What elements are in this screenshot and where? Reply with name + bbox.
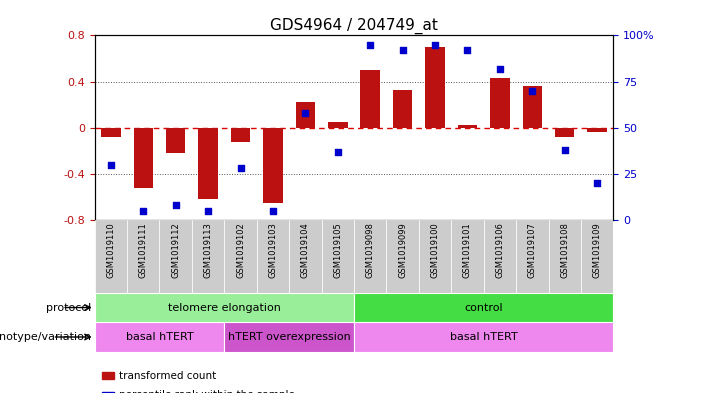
Point [494, 66, 505, 72]
Bar [198, 128, 218, 199]
Text: GSM1019100: GSM1019100 [430, 222, 440, 278]
Text: GSM1019099: GSM1019099 [398, 222, 407, 278]
Bar [166, 128, 185, 153]
Bar [549, 220, 581, 293]
Text: GSM1019108: GSM1019108 [560, 222, 569, 278]
Point [397, 47, 408, 53]
Point [332, 149, 343, 155]
Bar [393, 90, 412, 128]
Bar [192, 220, 224, 293]
Bar [95, 220, 127, 293]
Text: GSM1019106: GSM1019106 [496, 222, 505, 278]
Bar [451, 220, 484, 293]
Text: basal hTERT: basal hTERT [125, 332, 193, 342]
Bar [418, 220, 451, 293]
Text: control: control [464, 303, 503, 312]
Text: GSM1019109: GSM1019109 [592, 222, 601, 278]
Bar [101, 128, 121, 137]
Bar [231, 128, 250, 141]
Bar [160, 220, 192, 293]
Title: GDS4964 / 204749_at: GDS4964 / 204749_at [270, 18, 438, 34]
Text: GSM1019112: GSM1019112 [171, 222, 180, 278]
Bar [523, 86, 542, 128]
Bar [581, 220, 613, 293]
Text: telomere elongation: telomere elongation [168, 303, 281, 312]
Text: GSM1019105: GSM1019105 [333, 222, 342, 278]
Text: GSM1019101: GSM1019101 [463, 222, 472, 278]
Point [235, 165, 246, 171]
Point [365, 41, 376, 48]
Point [300, 110, 311, 116]
Bar [322, 220, 354, 293]
Bar [354, 220, 386, 293]
Bar [328, 122, 348, 128]
Point [267, 208, 278, 214]
Text: GSM1019111: GSM1019111 [139, 222, 148, 278]
Text: GSM1019104: GSM1019104 [301, 222, 310, 278]
Bar [490, 78, 510, 128]
Bar [360, 70, 380, 128]
Bar [484, 220, 516, 293]
Text: GSM1019110: GSM1019110 [107, 222, 116, 278]
Bar [264, 128, 283, 203]
Bar [354, 293, 613, 322]
Text: hTERT overexpression: hTERT overexpression [228, 332, 350, 342]
Point [137, 208, 149, 214]
Bar [426, 47, 444, 128]
Point [462, 47, 473, 53]
Bar [224, 322, 354, 352]
Bar [386, 220, 418, 293]
Text: GSM1019102: GSM1019102 [236, 222, 245, 278]
Bar [95, 322, 224, 352]
Text: transformed count: transformed count [119, 371, 217, 381]
Text: GSM1019107: GSM1019107 [528, 222, 537, 278]
Bar [555, 128, 575, 137]
Text: basal hTERT: basal hTERT [450, 332, 517, 342]
Point [430, 41, 441, 48]
Bar [354, 322, 613, 352]
Point [526, 88, 538, 94]
Point [170, 202, 182, 208]
Bar [257, 220, 290, 293]
Text: GSM1019098: GSM1019098 [366, 222, 375, 278]
Text: genotype/variation: genotype/variation [0, 332, 91, 342]
Bar [95, 293, 354, 322]
Bar [458, 125, 477, 128]
Text: protocol: protocol [46, 303, 91, 312]
Point [592, 180, 603, 186]
Bar [587, 128, 607, 132]
Bar [134, 128, 153, 188]
Point [105, 162, 116, 168]
Bar [296, 102, 315, 128]
Text: GSM1019103: GSM1019103 [268, 222, 278, 278]
Point [559, 147, 571, 153]
Bar [224, 220, 257, 293]
Text: percentile rank within the sample: percentile rank within the sample [119, 390, 295, 393]
Point [203, 208, 214, 214]
Bar [290, 220, 322, 293]
Text: GSM1019113: GSM1019113 [203, 222, 212, 278]
Bar [516, 220, 549, 293]
Bar [127, 220, 160, 293]
